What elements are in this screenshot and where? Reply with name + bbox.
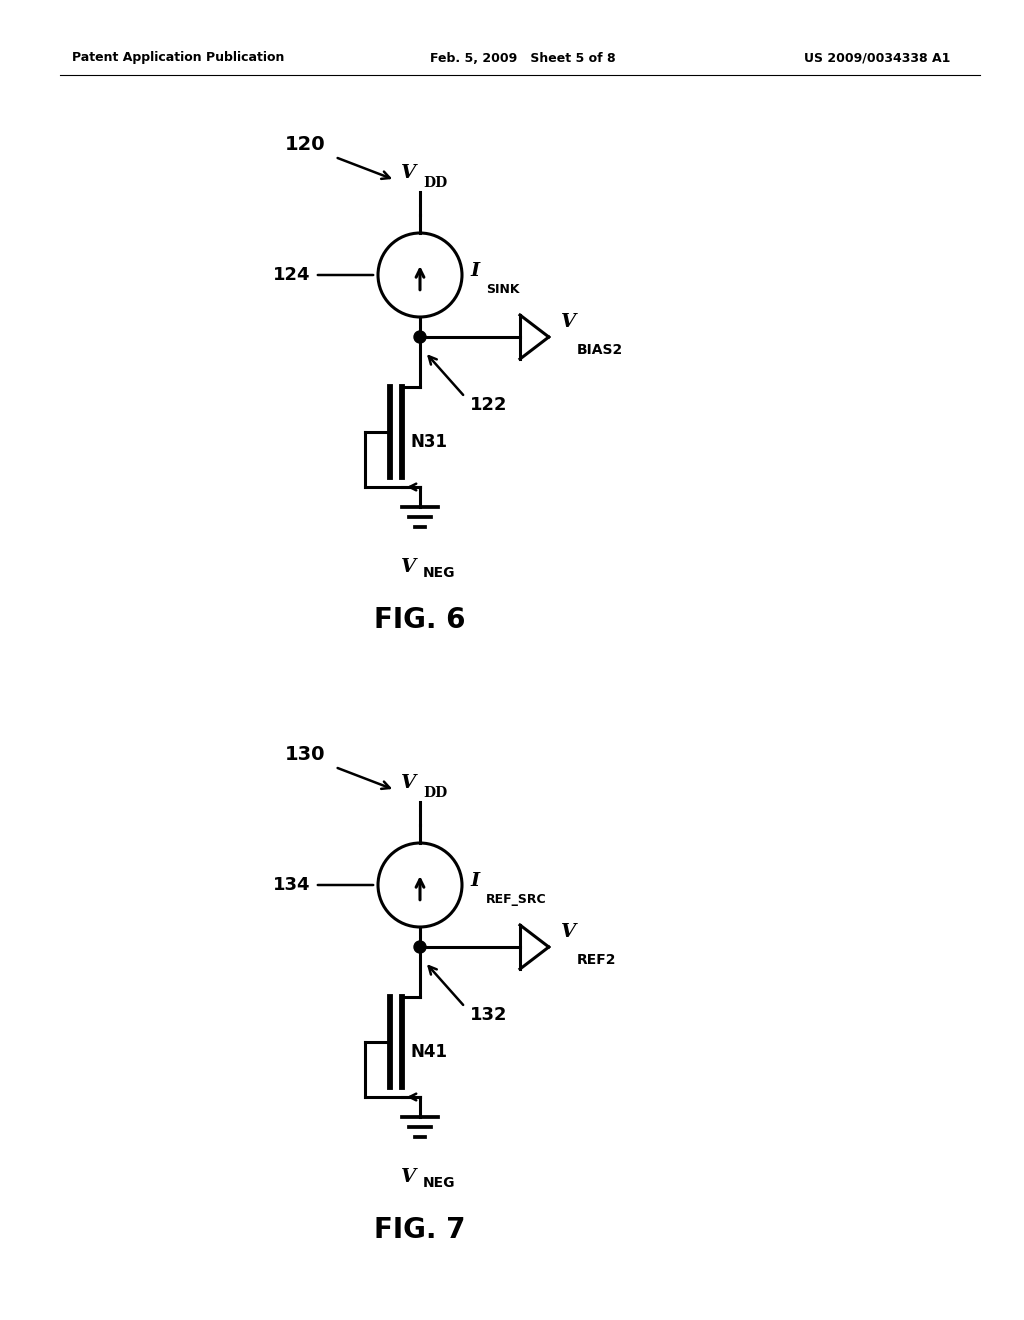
Text: 132: 132 <box>470 1006 508 1024</box>
Text: NEG: NEG <box>423 566 456 579</box>
Text: N41: N41 <box>410 1043 447 1061</box>
Circle shape <box>414 331 426 343</box>
Text: V: V <box>400 1168 416 1185</box>
Text: NEG: NEG <box>423 1176 456 1191</box>
Text: I: I <box>470 261 479 280</box>
Text: V: V <box>561 313 575 331</box>
Text: SINK: SINK <box>486 282 519 296</box>
Text: FIG. 7: FIG. 7 <box>374 1216 466 1243</box>
Text: 120: 120 <box>285 136 325 154</box>
Circle shape <box>414 941 426 953</box>
Text: DD: DD <box>423 785 447 800</box>
Text: FIG. 6: FIG. 6 <box>374 606 466 634</box>
Text: 124: 124 <box>272 267 310 284</box>
Text: REF_SRC: REF_SRC <box>486 894 547 906</box>
Text: V: V <box>400 558 416 576</box>
Text: DD: DD <box>423 176 447 190</box>
Text: V: V <box>400 774 416 792</box>
Text: REF2: REF2 <box>577 953 616 968</box>
Text: N31: N31 <box>410 433 447 451</box>
Text: 130: 130 <box>285 746 325 764</box>
Text: 122: 122 <box>470 396 508 414</box>
Text: Patent Application Publication: Patent Application Publication <box>72 51 285 65</box>
Text: BIAS2: BIAS2 <box>577 343 623 356</box>
Text: V: V <box>400 164 416 182</box>
Text: US 2009/0034338 A1: US 2009/0034338 A1 <box>804 51 950 65</box>
Text: Feb. 5, 2009   Sheet 5 of 8: Feb. 5, 2009 Sheet 5 of 8 <box>430 51 615 65</box>
Text: I: I <box>470 873 479 890</box>
Text: V: V <box>561 923 575 941</box>
Text: 134: 134 <box>272 876 310 894</box>
